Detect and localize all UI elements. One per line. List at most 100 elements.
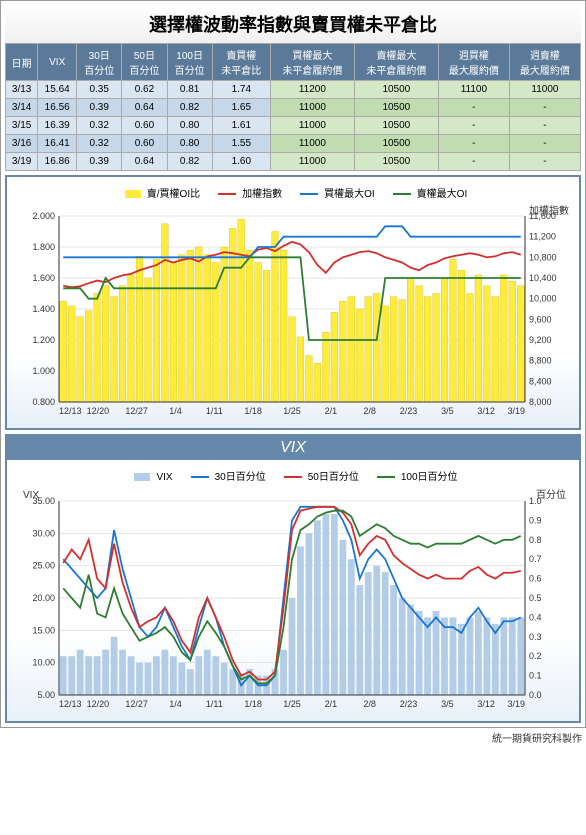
svg-text:1.200: 1.200	[32, 335, 55, 345]
svg-text:3/5: 3/5	[441, 406, 454, 416]
svg-text:1/4: 1/4	[169, 699, 182, 709]
col-header: 買權最大未平倉履約價	[270, 44, 354, 81]
svg-text:20.00: 20.00	[32, 593, 55, 603]
cell: -	[509, 153, 580, 171]
cell: 1.55	[212, 135, 270, 153]
cell: 11000	[509, 81, 580, 99]
cell: 10500	[354, 117, 438, 135]
cell: 16.56	[38, 99, 77, 117]
svg-text:12/20: 12/20	[87, 699, 110, 709]
svg-text:2/1: 2/1	[325, 699, 338, 709]
chart2-title: VIX	[7, 436, 579, 460]
cell: 10500	[354, 135, 438, 153]
cell: -	[438, 135, 509, 153]
col-header: 賣買權未平倉比	[212, 44, 270, 81]
chart2-box: VIX VIX30日百分位50日百分位100日百分位 5.0010.0015.0…	[5, 434, 581, 723]
svg-text:9,200: 9,200	[529, 335, 552, 345]
legend-item: 賣權最大OI	[387, 189, 468, 200]
svg-text:0.8: 0.8	[529, 535, 542, 545]
cell: 0.64	[122, 153, 167, 171]
cell: 0.39	[77, 99, 122, 117]
svg-text:VIX: VIX	[23, 490, 39, 501]
svg-text:0.5: 0.5	[529, 593, 542, 603]
legend-item: 30日百分位	[185, 472, 266, 483]
svg-text:10,400: 10,400	[529, 273, 557, 283]
cell: 16.86	[38, 153, 77, 171]
svg-text:2/23: 2/23	[400, 406, 418, 416]
chart1-legend: 賣/買權OI比 加權指數 買權最大OI 賣權最大OI	[11, 181, 575, 204]
svg-text:2/23: 2/23	[400, 699, 418, 709]
svg-text:12/20: 12/20	[87, 406, 110, 416]
cell: 15.64	[38, 81, 77, 99]
cell: 0.60	[122, 117, 167, 135]
cell: 0.62	[122, 81, 167, 99]
legend-item: 賣/買權OI比	[119, 189, 200, 200]
cell: -	[438, 153, 509, 171]
table-row: 3/1916.860.390.640.821.601100010500--	[6, 153, 581, 171]
data-table: 日期VIX30日百分位50日百分位100日百分位賣買權未平倉比買權最大未平倉履約…	[5, 43, 581, 171]
svg-text:0.0: 0.0	[529, 690, 542, 700]
svg-text:10.00: 10.00	[32, 658, 55, 668]
cell: 16.39	[38, 117, 77, 135]
svg-text:0.9: 0.9	[529, 515, 542, 525]
svg-text:11,200: 11,200	[529, 232, 556, 242]
cell: 11000	[270, 99, 354, 117]
svg-text:3/5: 3/5	[441, 699, 454, 709]
svg-text:3/19: 3/19	[507, 699, 525, 709]
cell: 1.60	[212, 153, 270, 171]
cell: 1.74	[212, 81, 270, 99]
cell: 16.41	[38, 135, 77, 153]
svg-text:2/1: 2/1	[325, 406, 338, 416]
svg-text:1/18: 1/18	[244, 406, 262, 416]
legend-item: 買權最大OI	[294, 189, 375, 200]
chart1-box: 賣/買權OI比加權指數買權最大OI賣權最大OI 0.8001.0001.2001…	[5, 175, 581, 430]
table-row: 3/1315.640.350.620.811.74112001050011100…	[6, 81, 581, 99]
cell: 0.39	[77, 153, 122, 171]
svg-text:9,600: 9,600	[529, 314, 552, 324]
svg-text:2.000: 2.000	[32, 211, 55, 221]
legend-item: 加權指數	[212, 189, 282, 200]
cell: 11000	[270, 153, 354, 171]
svg-text:2/8: 2/8	[363, 699, 376, 709]
svg-text:0.7: 0.7	[529, 554, 542, 564]
svg-text:1/25: 1/25	[283, 699, 301, 709]
svg-text:8,800: 8,800	[529, 356, 552, 366]
cell: 0.82	[167, 153, 212, 171]
cell: 10500	[354, 153, 438, 171]
svg-text:10,800: 10,800	[529, 252, 557, 262]
svg-text:15.00: 15.00	[32, 625, 55, 635]
svg-text:3/12: 3/12	[477, 699, 495, 709]
svg-text:1.600: 1.600	[32, 273, 55, 283]
col-header: 賣權最大未平倉履約價	[354, 44, 438, 81]
cell: 11000	[270, 135, 354, 153]
col-header: 50日百分位	[122, 44, 167, 81]
cell: 3/19	[6, 153, 38, 171]
cell: 0.80	[167, 117, 212, 135]
svg-text:0.800: 0.800	[32, 397, 55, 407]
svg-text:8,000: 8,000	[529, 397, 552, 407]
svg-text:0.6: 0.6	[529, 574, 542, 584]
cell: 0.35	[77, 81, 122, 99]
svg-text:2/8: 2/8	[363, 406, 376, 416]
cell: -	[438, 117, 509, 135]
legend-item: VIX	[128, 472, 172, 483]
svg-text:3/19: 3/19	[507, 406, 525, 416]
cell: 3/13	[6, 81, 38, 99]
table-row: 3/1616.410.320.600.801.551100010500--	[6, 135, 581, 153]
col-header: VIX	[38, 44, 77, 81]
footer-credit: 統一期貨研究科製作	[0, 728, 586, 747]
svg-text:1/11: 1/11	[206, 699, 223, 709]
legend-item: 100日百分位	[371, 472, 458, 483]
svg-text:12/13: 12/13	[59, 699, 82, 709]
cell: 3/15	[6, 117, 38, 135]
cell: 3/16	[6, 135, 38, 153]
col-header: 30日百分位	[77, 44, 122, 81]
cell: 0.81	[167, 81, 212, 99]
svg-text:0.3: 0.3	[529, 632, 542, 642]
svg-text:12/27: 12/27	[125, 699, 148, 709]
chart1-svg: 0.8001.0001.2001.4001.6001.8002.0008,000…	[11, 204, 573, 424]
cell: -	[509, 99, 580, 117]
svg-text:百分位: 百分位	[536, 488, 566, 501]
cell: 0.82	[167, 99, 212, 117]
cell: 0.80	[167, 135, 212, 153]
